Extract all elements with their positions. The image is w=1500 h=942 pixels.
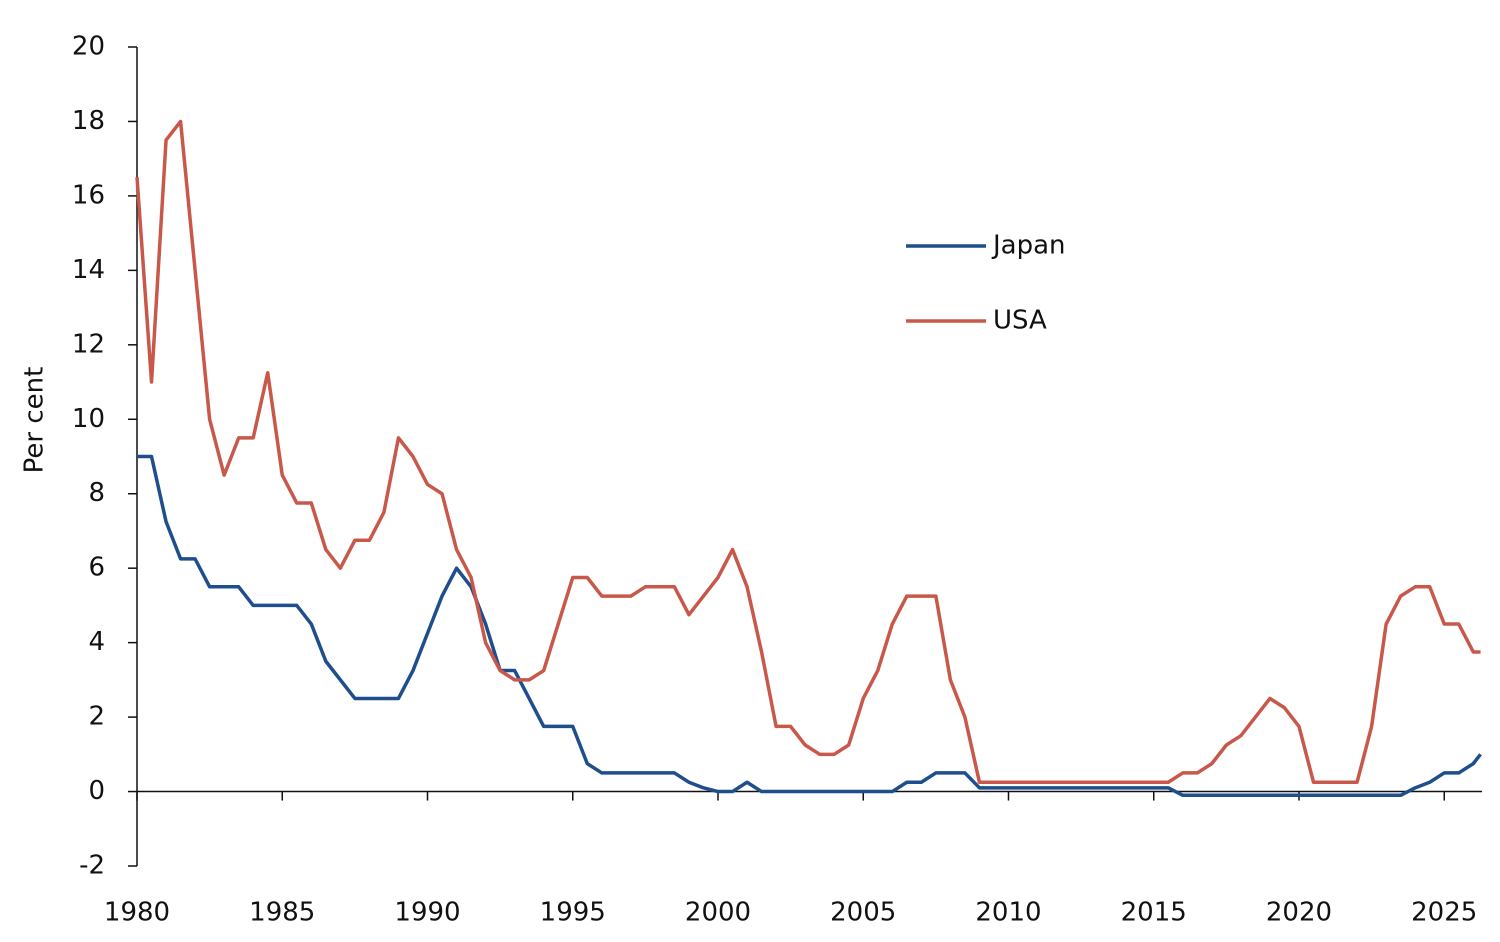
y-tick-label: 8 [88, 478, 105, 508]
x-tick-label: 1985 [249, 898, 315, 928]
y-tick-label: 18 [72, 106, 105, 136]
y-tick-label: 20 [72, 32, 105, 62]
x-tick-label: 1990 [394, 898, 460, 928]
y-tick-label: 0 [88, 776, 105, 806]
x-tick-label: 1995 [540, 898, 606, 928]
y-tick-label: 12 [72, 329, 105, 359]
x-tick-label: 2020 [1266, 898, 1332, 928]
x-tick-label: 2005 [830, 898, 896, 928]
line-series [137, 454, 1482, 798]
legend-label: Japan [991, 231, 1066, 261]
y-tick-label: -2 [79, 851, 105, 881]
legend-label: USA [993, 306, 1047, 336]
y-tick-label: 10 [72, 404, 105, 434]
x-tick-label: 2025 [1411, 898, 1477, 928]
y-tick-label: 4 [88, 627, 105, 657]
y-tick-label: 14 [72, 255, 105, 285]
line-series [135, 119, 1481, 784]
y-tick-label: 6 [88, 553, 105, 583]
x-tick-label: 2010 [975, 898, 1041, 928]
y-tick-label: 16 [72, 180, 105, 210]
x-tick-label: 2000 [685, 898, 751, 928]
x-tick-label: 2015 [1121, 898, 1187, 928]
y-tick-label: 2 [88, 702, 105, 732]
x-tick-label: 1980 [104, 898, 170, 928]
y-axis-label: Per cent [20, 367, 50, 474]
